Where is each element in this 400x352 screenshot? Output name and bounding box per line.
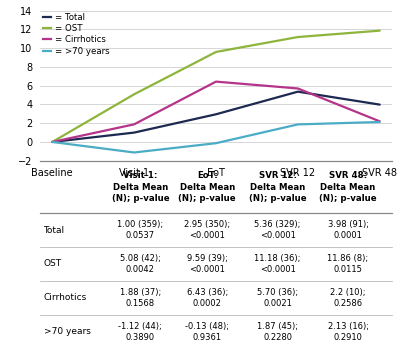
Text: Visit 1:
Delta Mean
(N); p-value: Visit 1: Delta Mean (N); p-value: [112, 171, 169, 203]
Legend: = Total, = OST, = Cirrhotics, = >70 years: = Total, = OST, = Cirrhotics, = >70 year…: [42, 13, 109, 56]
Text: >70 years: >70 years: [44, 327, 90, 336]
Text: 2.95 (350);
<0.0001: 2.95 (350); <0.0001: [184, 220, 230, 240]
Text: 6.43 (36);
0.0002: 6.43 (36); 0.0002: [186, 288, 228, 308]
Text: SVR 12:
Delta Mean
(N); p-value: SVR 12: Delta Mean (N); p-value: [249, 171, 306, 203]
Text: 1.88 (37);
0.1568: 1.88 (37); 0.1568: [120, 288, 161, 308]
Text: 11.86 (8);
0.0115: 11.86 (8); 0.0115: [328, 254, 368, 274]
Text: -1.12 (44);
0.3890: -1.12 (44); 0.3890: [118, 321, 162, 342]
Text: SVR 48:
Delta Mean
(N); p-value: SVR 48: Delta Mean (N); p-value: [319, 171, 377, 203]
Text: 2.2 (10);
0.2586: 2.2 (10); 0.2586: [330, 288, 366, 308]
Text: EoT:
Delta Mean
(N); p-value: EoT: Delta Mean (N); p-value: [178, 171, 236, 203]
Text: 5.70 (36);
0.0021: 5.70 (36); 0.0021: [257, 288, 298, 308]
Text: Cirrhotics: Cirrhotics: [44, 293, 87, 302]
Text: 1.00 (359);
0.0537: 1.00 (359); 0.0537: [117, 220, 163, 240]
Text: 5.08 (42);
0.0042: 5.08 (42); 0.0042: [120, 254, 161, 274]
Text: -0.13 (48);
0.9361: -0.13 (48); 0.9361: [185, 321, 229, 342]
Text: 9.59 (39);
<0.0001: 9.59 (39); <0.0001: [187, 254, 228, 274]
Text: 3.98 (91);
0.0001: 3.98 (91); 0.0001: [328, 220, 368, 240]
Text: 5.36 (329);
<0.0001: 5.36 (329); <0.0001: [254, 220, 301, 240]
Text: Total: Total: [44, 226, 65, 235]
Text: 2.13 (16);
0.2910: 2.13 (16); 0.2910: [328, 321, 368, 342]
Text: OST: OST: [44, 259, 62, 269]
Text: 11.18 (36);
<0.0001: 11.18 (36); <0.0001: [254, 254, 301, 274]
Text: 1.87 (45);
0.2280: 1.87 (45); 0.2280: [257, 321, 298, 342]
